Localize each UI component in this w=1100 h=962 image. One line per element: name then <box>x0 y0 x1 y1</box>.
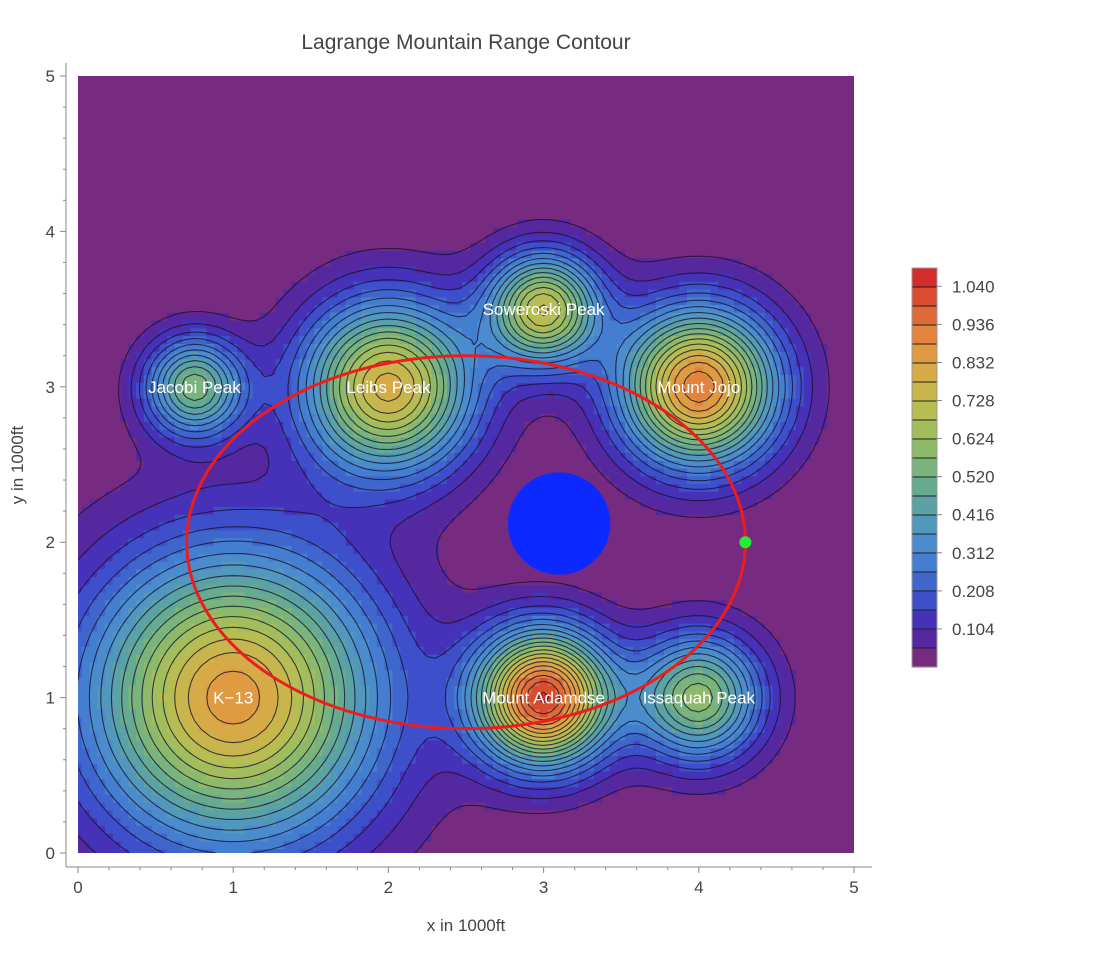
legend-swatch <box>912 268 937 288</box>
peak-label: Mount Adamdse <box>482 689 605 708</box>
contour-line-13 <box>162 292 743 769</box>
y-tick-label: 2 <box>46 533 55 552</box>
x-tick-label: 3 <box>539 878 548 897</box>
legend-swatch <box>912 515 937 535</box>
chart-title: Lagrange Mountain Range Contour <box>301 31 630 54</box>
x-tick-label: 4 <box>694 878 703 897</box>
legend-swatch <box>912 477 937 497</box>
contour-line-15 <box>187 354 731 744</box>
legend-label: 1.040 <box>952 277 995 296</box>
legend-swatch <box>912 553 937 573</box>
blue-disc <box>507 472 611 575</box>
contour-line-9 <box>121 271 763 810</box>
y-ticks: 0 1 2 3 4 5 <box>46 67 66 863</box>
y-tick-label: 5 <box>46 67 55 86</box>
legend-frame <box>911 267 938 668</box>
contour-line-8 <box>110 267 768 821</box>
legend-swatch <box>912 591 937 611</box>
legend-label: 0.832 <box>952 353 995 372</box>
legend-swatch <box>912 287 937 307</box>
peak-labels: K−13 Jacobi Peak Leibs Peak Soweroski Peak M… <box>148 300 755 707</box>
legend-swatch <box>912 648 937 668</box>
contour-line-16 <box>206 361 724 731</box>
legend-label: 0.416 <box>952 506 995 525</box>
contour-line-3 <box>78 240 802 853</box>
peak-label: Mount Jojo <box>657 378 740 397</box>
contour-fills <box>78 219 827 853</box>
y-tick-label: 3 <box>46 378 55 397</box>
peak-label: Leibs Peak <box>346 378 431 397</box>
legend-label: 0.208 <box>952 582 995 601</box>
legend-swatch <box>912 401 937 421</box>
legend-label: 0.728 <box>952 392 995 411</box>
y-axis-label: y in 1000ft <box>8 426 27 505</box>
legend-swatch <box>912 458 937 478</box>
contour-band-16 <box>205 359 727 733</box>
axes: 0 1 2 3 4 5 0 1 2 3 4 5 <box>46 63 872 897</box>
legend-swatch <box>912 629 937 649</box>
contour-line-6 <box>88 257 780 843</box>
y-tick-label: 0 <box>46 844 55 863</box>
legend-swatch <box>912 439 937 459</box>
legend-label: 0.624 <box>952 430 995 449</box>
contour-band-20 <box>539 693 548 702</box>
contour-line-19 <box>526 680 561 715</box>
legend-label: 0.312 <box>952 544 995 563</box>
contour-band-12 <box>151 289 750 780</box>
contour-line-10 <box>131 276 758 800</box>
contour-line-18 <box>519 674 567 721</box>
green-point <box>739 536 752 549</box>
legend-swatch <box>912 420 937 440</box>
x-ticks: 0 1 2 3 4 5 <box>73 867 859 897</box>
contour-line-7 <box>100 262 774 831</box>
peak-label: Soweroski Peak <box>483 300 605 319</box>
peak-label: Issaquah Peak <box>643 689 756 708</box>
contour-line-1 <box>78 218 830 853</box>
legend-swatch <box>912 572 937 592</box>
x-tick-label: 2 <box>384 878 393 897</box>
y-tick-label: 1 <box>46 689 55 708</box>
contour-line-2 <box>78 231 814 853</box>
contour-line-20 <box>536 691 550 704</box>
color-legend: 1.040 0.936 0.832 0.728 0.624 0.520 0.416 0.312… <box>911 267 995 668</box>
contour-line-11 <box>141 281 753 790</box>
overlay <box>185 354 752 731</box>
x-tick-label: 0 <box>73 878 82 897</box>
peak-label: K−13 <box>213 689 253 708</box>
contour-line-12 <box>151 286 748 780</box>
legend-swatch <box>912 610 937 630</box>
legend-swatch <box>912 325 937 345</box>
contour-line-4 <box>78 246 794 853</box>
legend-label: 0.936 <box>952 315 995 334</box>
x-tick-label: 5 <box>849 878 858 897</box>
x-axis-label: x in 1000ft <box>427 916 506 935</box>
legend-swatch <box>912 534 937 554</box>
x-tick-label: 1 <box>228 878 237 897</box>
legend-swatch <box>912 306 937 326</box>
legend-swatch <box>912 363 937 383</box>
legend-label: 0.104 <box>952 620 995 639</box>
legend-swatch <box>912 496 937 516</box>
legend-label: 0.520 <box>952 468 995 487</box>
y-tick-label: 4 <box>46 222 55 241</box>
peak-label: Jacobi Peak <box>148 378 241 397</box>
legend-swatch <box>912 344 937 364</box>
legend-swatch <box>912 382 937 402</box>
